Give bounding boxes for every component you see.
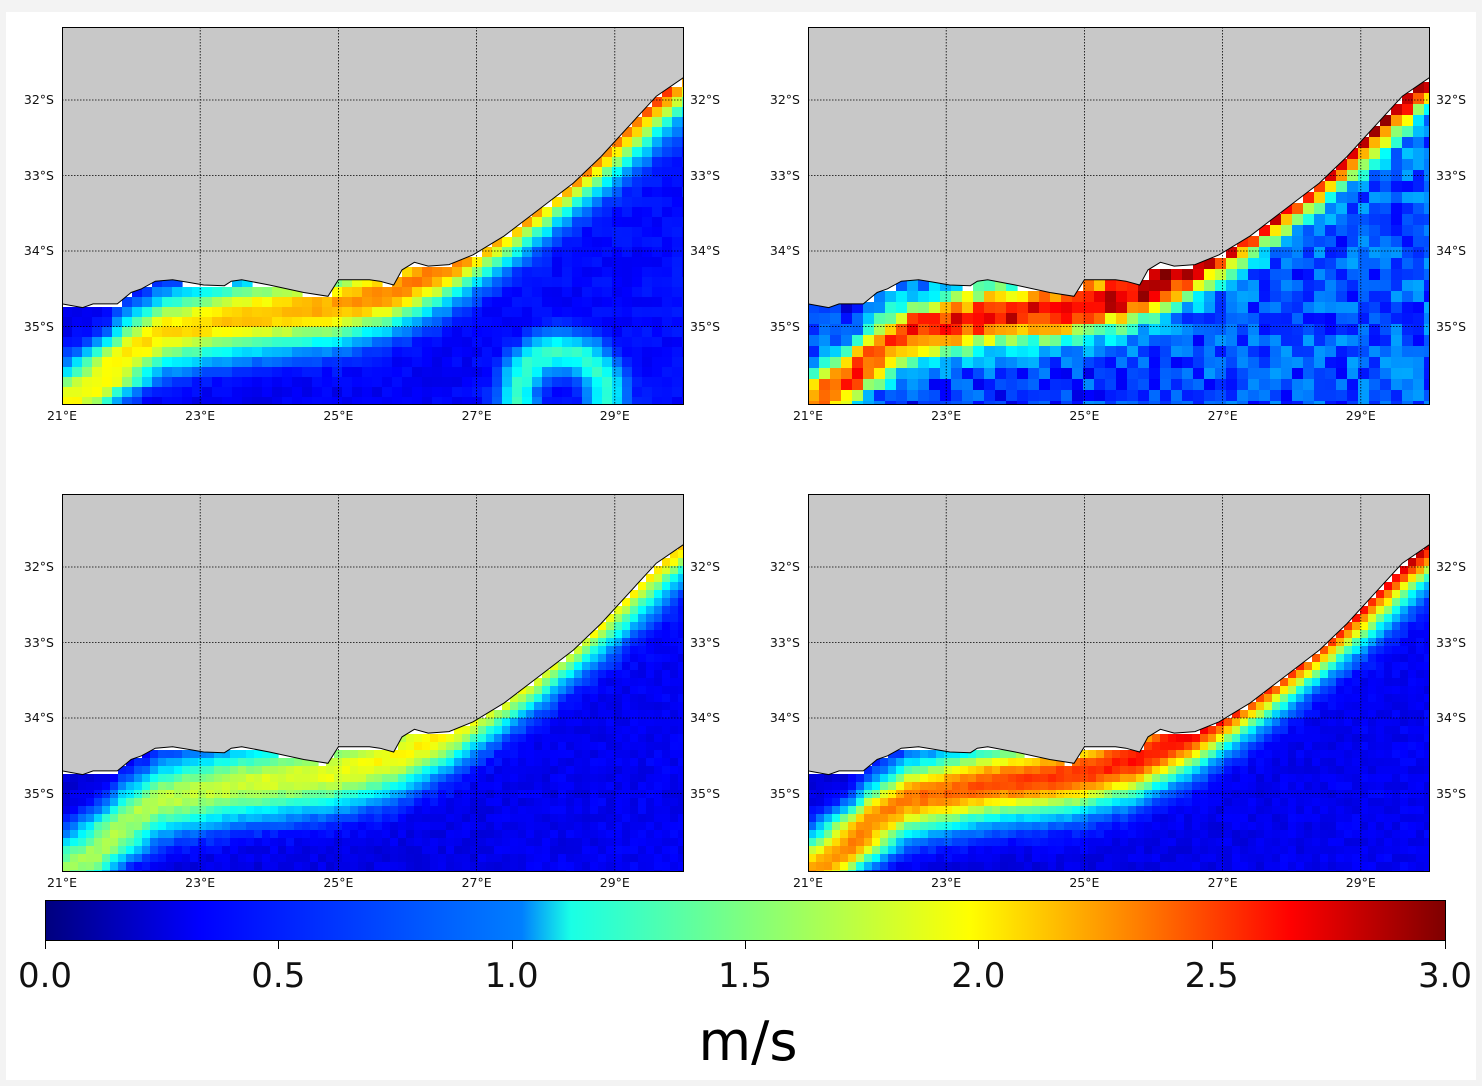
lat-tick-label-left: 35°S	[23, 785, 54, 801]
lon-tick-label: 29°E	[599, 875, 630, 890]
colorbar-tick-label: 2.0	[951, 956, 1006, 996]
lat-tick-label-right: 32°S	[690, 92, 721, 107]
lon-tick-label: 23°E	[185, 875, 216, 890]
lat-tick-label-left: 35°S	[23, 318, 54, 334]
lon-tick-label: 27°E	[461, 408, 492, 423]
lon-tick-label: 25°E	[1069, 875, 1100, 890]
lat-tick-label-right: 33°S	[1436, 634, 1467, 650]
colorbar-tick	[1211, 941, 1213, 949]
lon-tick-label: 23°E	[931, 875, 962, 890]
lon-tick-label: 21°E	[792, 408, 824, 423]
lat-tick-label-left: 35°S	[769, 318, 800, 334]
colorbar-tick	[1445, 941, 1446, 949]
map-panel-bottom-left	[62, 494, 684, 872]
speed-heatmap	[62, 27, 684, 405]
lat-tick-label-left: 32°S	[23, 559, 54, 574]
colorbar	[45, 900, 1446, 941]
lon-tick-label: 27°E	[1207, 875, 1238, 890]
panel-frame	[62, 494, 684, 872]
lat-tick-label-right: 35°S	[690, 785, 721, 801]
lat-tick-label-left: 33°S	[769, 634, 800, 650]
map-panel-bottom-right	[808, 494, 1430, 872]
lon-tick-label: 25°E	[323, 875, 354, 890]
lat-tick-label-left: 35°S	[769, 785, 800, 801]
lat-tick-label-right: 34°S	[690, 710, 721, 725]
colorbar-tick-label: 1.5	[717, 956, 773, 996]
panel-frame	[808, 27, 1430, 405]
lat-tick-label-left: 32°S	[769, 92, 800, 107]
lon-tick-label: 23°E	[931, 408, 962, 423]
speed-field	[808, 82, 1430, 405]
lat-tick-label-right: 32°S	[1436, 92, 1467, 107]
lat-tick-label-right: 32°S	[1436, 559, 1467, 574]
lat-tick-label-left: 32°S	[23, 92, 54, 107]
colorbar-tick-label: 3.0	[1417, 956, 1473, 996]
lat-tick-label-right: 34°S	[1436, 710, 1467, 725]
lon-tick-label: 21°E	[46, 875, 78, 890]
colorbar-tick	[978, 941, 980, 949]
lon-tick-label: 29°E	[1345, 408, 1376, 423]
lon-tick-label: 27°E	[1207, 408, 1238, 423]
lat-tick-label-left: 34°S	[23, 243, 54, 258]
colorbar-tick	[745, 941, 746, 949]
lat-tick-label-right: 33°S	[690, 634, 721, 650]
map-panel-top-right	[808, 27, 1430, 405]
speed-field	[808, 542, 1430, 872]
lat-tick-label-left: 33°S	[23, 167, 54, 183]
colorbar-tick-label: 1.0	[484, 956, 539, 996]
lat-tick-label-right: 35°S	[1436, 785, 1467, 801]
panel-frame	[808, 494, 1430, 872]
lat-tick-label-left: 32°S	[769, 559, 800, 574]
map-panel-top-left	[62, 27, 684, 405]
lon-tick-label: 25°E	[323, 408, 354, 423]
colorbar-tick	[278, 941, 280, 949]
lat-tick-label-right: 34°S	[1436, 243, 1467, 258]
colorbar-tick-label: 2.5	[1184, 956, 1239, 996]
lat-tick-label-left: 34°S	[23, 710, 54, 725]
lat-tick-label-left: 33°S	[23, 634, 54, 650]
colorbar-tick	[511, 941, 513, 949]
lat-tick-label-right: 32°S	[690, 559, 721, 574]
panel-frame	[62, 27, 684, 405]
lon-tick-label: 23°E	[185, 408, 216, 423]
colorbar-tick	[45, 941, 46, 949]
lon-tick-label: 29°E	[599, 408, 630, 423]
lat-tick-label-left: 33°S	[769, 167, 800, 183]
lat-tick-label-right: 34°S	[690, 243, 721, 258]
colorbar-unit-label: m/s	[698, 1010, 798, 1073]
speed-heatmap	[808, 494, 1430, 872]
lat-tick-label-right: 33°S	[690, 167, 721, 183]
speed-heatmap	[62, 494, 684, 872]
lon-tick-label: 29°E	[1345, 875, 1376, 890]
lat-tick-label-left: 34°S	[769, 243, 800, 258]
lon-tick-label: 21°E	[792, 875, 824, 890]
speed-heatmap	[808, 27, 1430, 405]
colorbar-tick-label: 0.5	[251, 956, 306, 996]
lat-tick-label-right: 33°S	[1436, 167, 1467, 183]
lon-tick-label: 25°E	[1069, 408, 1100, 423]
lon-tick-label: 21°E	[46, 408, 78, 423]
lat-tick-label-left: 34°S	[769, 710, 800, 725]
colorbar-tick-label: 0.0	[17, 956, 73, 996]
lat-tick-label-right: 35°S	[690, 318, 721, 334]
speed-field	[62, 77, 684, 405]
lat-tick-label-right: 35°S	[1436, 318, 1467, 334]
lon-tick-label: 27°E	[461, 875, 492, 890]
